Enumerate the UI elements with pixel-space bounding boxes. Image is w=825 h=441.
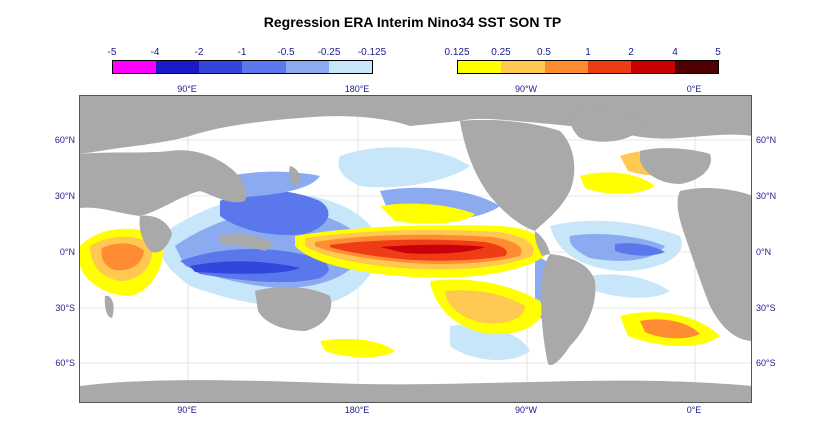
colorbar-label: -0.5 [277, 47, 295, 58]
colorbar-swatch [587, 61, 632, 73]
map-title: Regression ERA Interim Nino34 SST SON TP [263, 14, 562, 30]
colorbar-swatch [285, 61, 329, 73]
colorbar-swatch [199, 61, 243, 73]
colorbar-swatch [156, 61, 200, 73]
atlantic-negative [615, 243, 665, 256]
pacific-warm-pool-negative [190, 261, 300, 274]
indian-ocean-positive [101, 243, 144, 271]
colorbar-label: 2 [628, 47, 634, 58]
land-central-america [534, 231, 550, 256]
colorbar-label: 1 [585, 47, 591, 58]
land-europe [640, 148, 711, 184]
positive-anomaly-fields [80, 150, 720, 358]
colorbar-label: 0.125 [444, 47, 470, 58]
regression-map [79, 95, 752, 403]
colorbar-negative [112, 60, 373, 74]
colorbar-label: 5 [715, 47, 721, 58]
lat-label-right: 60°S [756, 358, 776, 368]
north-atlantic-positive [580, 172, 655, 194]
south-pacific-negative [450, 324, 530, 361]
colorbar-swatch [674, 61, 718, 73]
lat-label-left: 30°S [55, 303, 75, 313]
colorbar-swatch [501, 61, 545, 73]
land-australia [255, 286, 332, 331]
lat-label-right: 60°N [756, 135, 777, 145]
land-madagascar [104, 295, 114, 318]
lat-label-left: 30°N [54, 191, 75, 201]
colorbar-label: -0.25 [317, 47, 341, 58]
colorbar-swatch [458, 61, 502, 73]
land-asia [80, 150, 247, 216]
north-pacific-negative [338, 147, 470, 188]
lat-label-right: 30°S [756, 303, 776, 313]
lon-label-bottom: 90°W [514, 405, 538, 415]
lat-label-right: 0°N [756, 247, 772, 257]
lon-label-bottom: 90°E [177, 405, 197, 415]
lon-label-top: 90°W [514, 84, 538, 94]
colorbar-swatch [113, 61, 157, 73]
lat-label-left: 60°S [55, 358, 75, 368]
land-north-america [460, 119, 575, 231]
equatorial-pacific-positive [380, 244, 485, 254]
south-atlantic-positive [640, 319, 700, 339]
lon-label-top: 0°E [686, 84, 702, 94]
colorbar-label: -5 [107, 47, 117, 58]
colorbar-swatch [242, 61, 286, 73]
lat-label-left: 60°N [54, 135, 75, 145]
land-eurasia [80, 96, 751, 154]
colorbar-label: 4 [672, 47, 678, 58]
land-india [139, 215, 172, 253]
colorbar-label: -1 [237, 47, 247, 58]
colorbar-swatch [544, 61, 588, 73]
colorbar-positive [457, 60, 719, 74]
lon-label-top: 90°E [177, 84, 197, 94]
lon-label-bottom: 180°E [344, 405, 370, 415]
land-masses [80, 96, 751, 402]
land-indonesia [220, 233, 275, 251]
land-greenland [569, 109, 645, 142]
colorbar-label: -4 [150, 47, 160, 58]
colorbar-swatch [631, 61, 675, 73]
colorbar-label: -0.125 [357, 47, 387, 58]
lon-label-top: 180°E [344, 84, 370, 94]
lat-label-left: 0°N [59, 247, 75, 257]
north-pacific-positive [380, 203, 475, 224]
land-japan [289, 166, 300, 186]
lat-label-right: 30°N [756, 191, 777, 201]
colorbar-swatch [328, 61, 372, 73]
map-svg [80, 96, 751, 402]
land-antarctica [80, 380, 751, 402]
colorbar-label: 0.25 [491, 47, 511, 58]
colorbar-label: -2 [194, 47, 204, 58]
land-south-america [541, 254, 596, 366]
south-pacific-positive [445, 290, 525, 324]
south-atlantic-negative [590, 274, 670, 298]
southern-ocean-positive [320, 338, 395, 358]
negative-anomaly-fields [159, 147, 682, 361]
lon-label-bottom: 0°E [686, 405, 702, 415]
land-africa [677, 188, 751, 341]
colorbar-label: 0.5 [537, 47, 551, 58]
pacific-warm-pool-negative [220, 190, 329, 236]
